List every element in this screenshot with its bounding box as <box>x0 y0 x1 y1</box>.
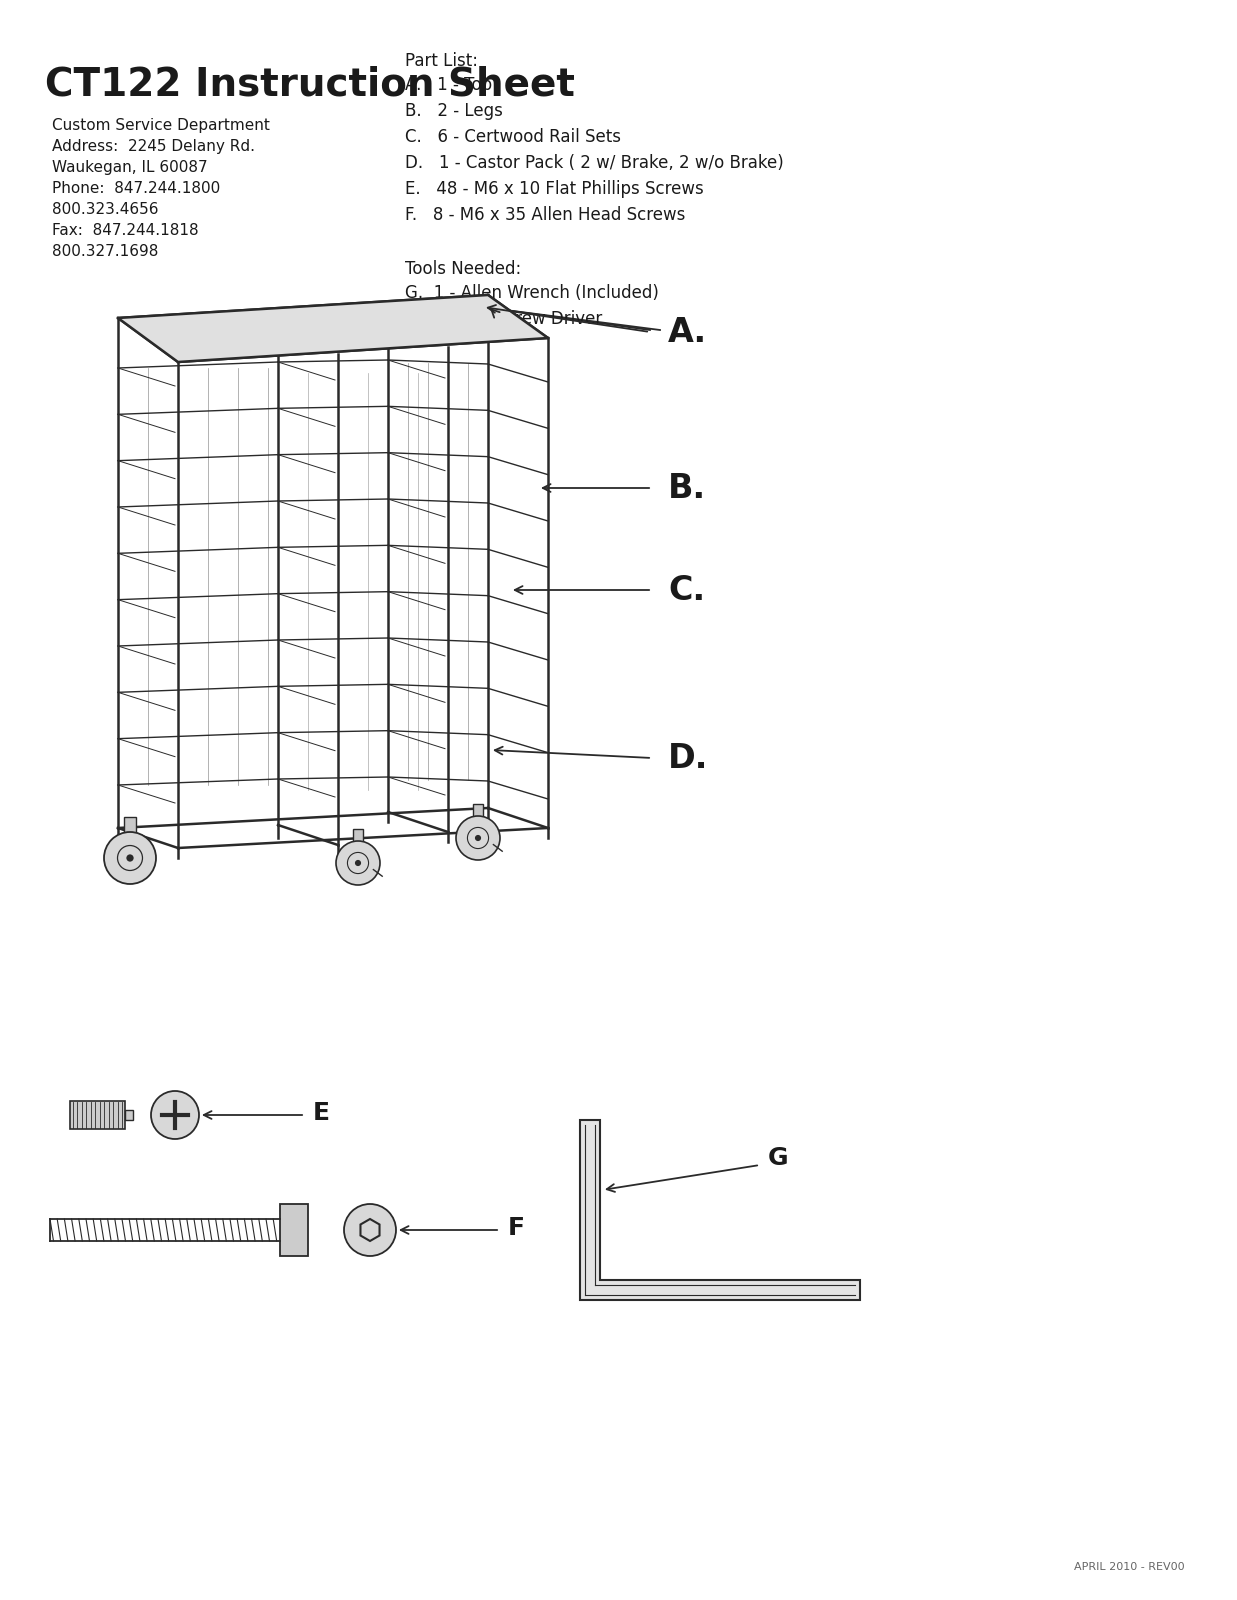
Text: Address:  2245 Delany Rd.: Address: 2245 Delany Rd. <box>52 139 255 154</box>
Text: C.   6 - Certwood Rail Sets: C. 6 - Certwood Rail Sets <box>404 128 621 146</box>
Circle shape <box>344 1203 396 1256</box>
Text: E: E <box>313 1101 330 1125</box>
Circle shape <box>126 854 134 862</box>
Circle shape <box>336 842 380 885</box>
Text: B.   2 - Legs: B. 2 - Legs <box>404 102 503 120</box>
Text: B.: B. <box>668 472 706 504</box>
Circle shape <box>456 816 500 861</box>
Text: F: F <box>508 1216 524 1240</box>
Text: E.   48 - M6 x 10 Flat Phillips Screws: E. 48 - M6 x 10 Flat Phillips Screws <box>404 179 704 198</box>
Circle shape <box>151 1091 199 1139</box>
Bar <box>280 1203 308 1256</box>
Text: CT122 Instruction Sheet: CT122 Instruction Sheet <box>45 66 575 102</box>
Text: Custom Service Department: Custom Service Department <box>52 118 270 133</box>
Polygon shape <box>118 294 548 362</box>
Text: Fax:  847.244.1818: Fax: 847.244.1818 <box>52 222 199 238</box>
Circle shape <box>104 832 156 883</box>
Text: A.: A. <box>668 315 708 349</box>
Text: D.: D. <box>668 741 709 774</box>
Polygon shape <box>71 1101 125 1130</box>
Polygon shape <box>580 1120 860 1299</box>
Text: A.   1 - Top: A. 1 - Top <box>404 75 492 94</box>
Bar <box>125 1110 134 1120</box>
Text: Phone:  847.244.1800: Phone: 847.244.1800 <box>52 181 220 195</box>
Text: Waukegan, IL 60087: Waukegan, IL 60087 <box>52 160 208 174</box>
Polygon shape <box>473 803 482 818</box>
Text: APRIL 2010 - REV00: APRIL 2010 - REV00 <box>1075 1562 1185 1571</box>
Text: Part List:: Part List: <box>404 51 477 70</box>
Text: D.   1 - Castor Pack ( 2 w/ Brake, 2 w/o Brake): D. 1 - Castor Pack ( 2 w/ Brake, 2 w/o B… <box>404 154 784 171</box>
Text: 1 - Phillips Screw Driver: 1 - Phillips Screw Driver <box>404 310 602 328</box>
Text: C.: C. <box>668 573 705 606</box>
Text: 800.327.1698: 800.327.1698 <box>52 243 158 259</box>
Circle shape <box>355 859 361 866</box>
Polygon shape <box>124 818 136 834</box>
Text: Tools Needed:: Tools Needed: <box>404 259 521 278</box>
Text: G: G <box>768 1146 789 1170</box>
Text: 800.323.4656: 800.323.4656 <box>52 202 158 218</box>
Text: G.  1 - Allen Wrench (Included): G. 1 - Allen Wrench (Included) <box>404 285 659 302</box>
Text: F.   8 - M6 x 35 Allen Head Screws: F. 8 - M6 x 35 Allen Head Screws <box>404 206 685 224</box>
Polygon shape <box>353 829 362 843</box>
Circle shape <box>475 835 481 842</box>
